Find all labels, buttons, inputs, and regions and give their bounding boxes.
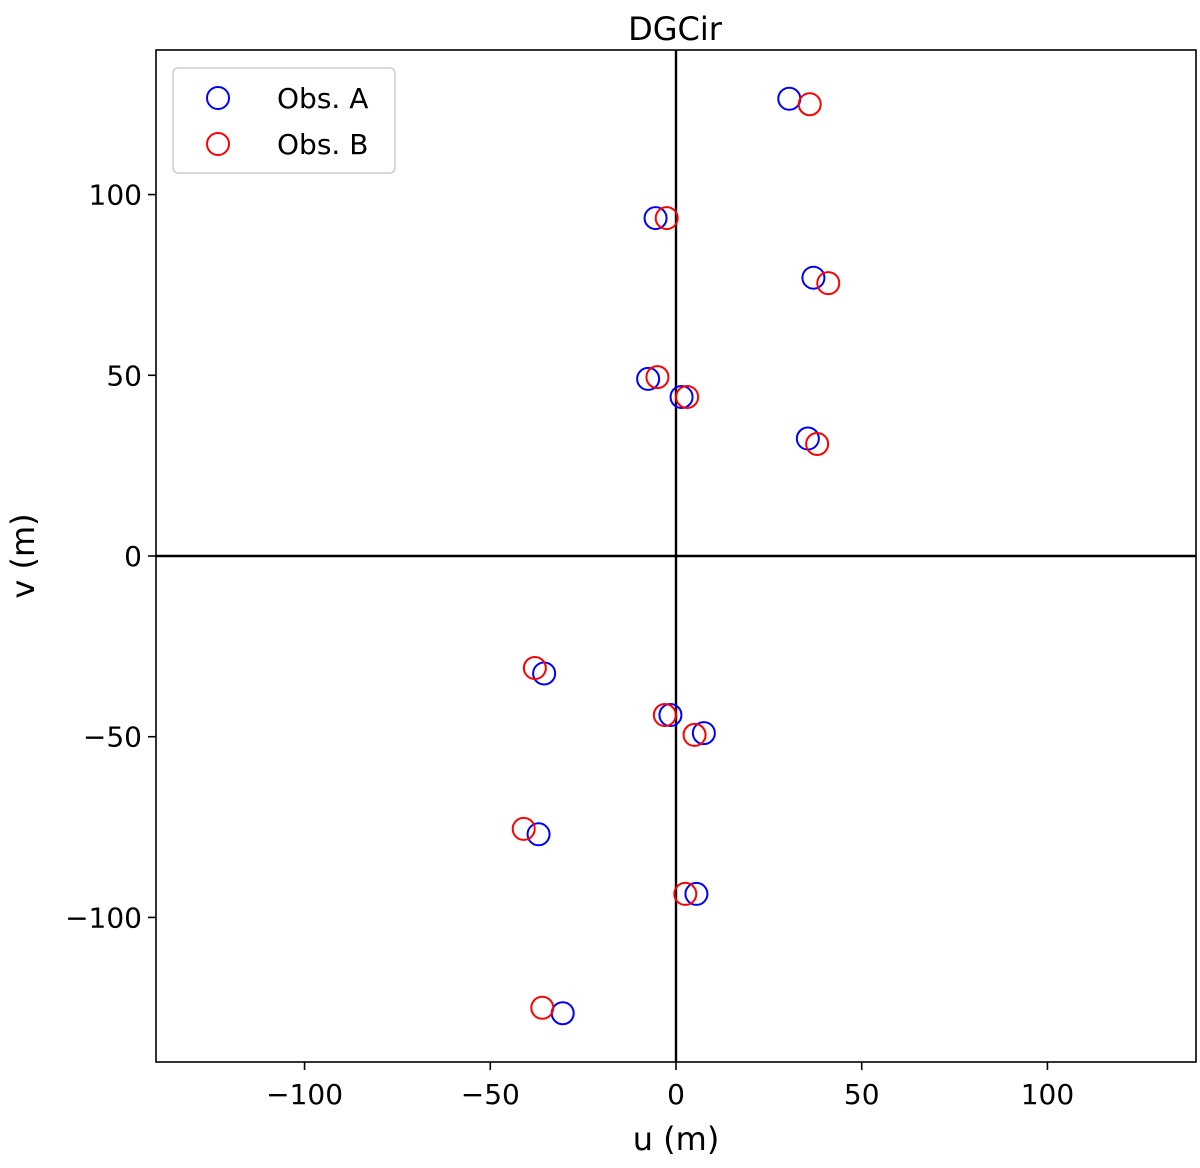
data-point (797, 92, 822, 117)
y-tick-label: 0 (124, 540, 142, 573)
data-point (643, 206, 668, 231)
y-axis-label: v (m) (4, 513, 42, 598)
y-tick-label: 100 (89, 179, 142, 212)
data-point (530, 995, 555, 1020)
data-point (654, 206, 679, 231)
y-tick-label: 50 (106, 359, 142, 392)
data-point (673, 881, 698, 906)
data-point (658, 703, 683, 728)
legend-label-obs-a: Obs. A (277, 82, 368, 115)
x-tick-label: −100 (266, 1078, 343, 1111)
data-point (682, 722, 707, 747)
data-point (636, 366, 661, 391)
data-point (675, 384, 700, 409)
data-point (801, 265, 826, 290)
legend-label-obs-b: Obs. B (277, 128, 368, 161)
data-point (691, 721, 716, 746)
y-tick-label: −50 (83, 721, 142, 754)
y-tick-label: −100 (65, 901, 142, 934)
x-axis-ticks: −100 −50 0 50 100 (266, 1062, 1074, 1111)
data-points (511, 86, 841, 1026)
x-tick-label: 100 (1021, 1078, 1074, 1111)
legend-marker-obs-b (206, 132, 230, 156)
x-tick-label: −50 (461, 1078, 520, 1111)
data-point (645, 365, 670, 390)
x-tick-label: 50 (844, 1078, 880, 1111)
data-point (526, 822, 551, 847)
legend-marker-obs-a (206, 86, 230, 110)
data-point (511, 816, 536, 841)
data-point (669, 384, 694, 409)
data-point (522, 656, 547, 681)
data-point (652, 703, 677, 728)
chart-title: DGCir (628, 10, 723, 48)
data-point (684, 881, 709, 906)
y-axis-ticks: −100 −50 0 50 100 (65, 179, 156, 934)
data-point (777, 86, 802, 111)
x-tick-label: 0 (667, 1078, 685, 1111)
series-obs-b (511, 92, 841, 1020)
data-point (805, 431, 830, 456)
data-point (550, 1001, 575, 1026)
data-point (816, 271, 841, 296)
x-axis-label: u (m) (633, 1120, 720, 1158)
legend: Obs. A Obs. B (172, 67, 396, 174)
